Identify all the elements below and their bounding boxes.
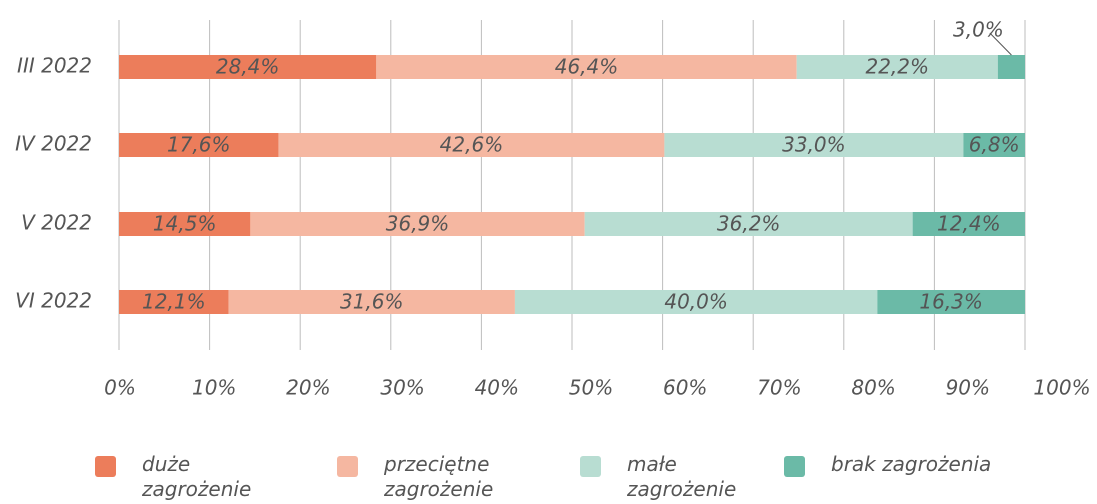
bar-segment — [912, 212, 1025, 236]
value-label: 3,0% — [953, 18, 1004, 42]
legend-item: małe zagrożenie — [580, 452, 752, 502]
legend-item: duże zagrożenie — [95, 452, 267, 502]
x-tick-label: 70% — [757, 376, 801, 400]
legend-swatch — [784, 456, 805, 477]
value-label: 40,0% — [664, 290, 728, 314]
value-label: 12,1% — [142, 290, 206, 314]
bar-segment — [963, 133, 1025, 157]
x-tick-label: 100% — [1033, 376, 1090, 400]
y-tick-label: IV 2022 — [15, 132, 92, 156]
bar-segment — [514, 290, 878, 314]
legend-swatch — [95, 456, 116, 477]
leader-line — [989, 32, 1012, 56]
value-label: 6,8% — [969, 133, 1020, 157]
value-label: 12,4% — [937, 212, 1001, 236]
legend-label: małe zagrożenie — [627, 452, 737, 501]
value-label: 22,2% — [865, 55, 929, 79]
x-tick-label: 80% — [851, 376, 895, 400]
value-label: 31,6% — [340, 290, 404, 314]
value-label: 28,4% — [216, 55, 280, 79]
legend-swatch — [580, 456, 601, 477]
bar-segment — [664, 133, 964, 157]
y-tick-label: VI 2022 — [15, 289, 92, 313]
x-tick-label: 30% — [380, 376, 424, 400]
value-label: 42,6% — [440, 133, 504, 157]
legend-label: brak zagrożenia — [831, 452, 992, 476]
y-tick-label: III 2022 — [17, 54, 92, 78]
y-tick-label: V 2022 — [21, 211, 92, 235]
chart: 0% 10% 20% 30% 40% 50% 60% 70% 80% 90% 100% III 202… — [15, 18, 1090, 400]
bar-segment — [278, 133, 665, 157]
value-label: 36,2% — [717, 212, 781, 236]
legend-item: przeciętne zagrożenie — [337, 452, 534, 502]
bar-segment — [997, 55, 1025, 79]
value-label: 16,3% — [919, 290, 983, 314]
x-tick-label: 90% — [946, 376, 990, 400]
legend-item: brak zagrożenia — [784, 452, 1051, 477]
bar-segment — [877, 290, 1025, 314]
x-tick-label: 20% — [286, 376, 330, 400]
value-label: 46,4% — [555, 55, 619, 79]
legend-label: przeciętne zagrożenie — [384, 452, 494, 501]
x-tick-label: 10% — [192, 376, 236, 400]
value-label: 33,0% — [782, 133, 846, 157]
bar-segment — [119, 212, 251, 236]
x-tick-label: 60% — [663, 376, 707, 400]
x-tick-label: 50% — [569, 376, 613, 400]
value-label: 17,6% — [167, 133, 231, 157]
bar-segment — [119, 290, 229, 314]
legend-label: duże zagrożenie — [142, 452, 252, 501]
x-tick-label: 40% — [475, 376, 519, 400]
x-tick-label: 0% — [104, 376, 136, 400]
bar-segment — [584, 212, 913, 236]
legend-swatch — [337, 456, 358, 477]
bar-segment — [376, 55, 797, 79]
bar-segment — [250, 212, 585, 236]
bar-segment — [228, 290, 515, 314]
value-label: 14,5% — [153, 212, 217, 236]
bar-segment — [119, 55, 377, 79]
bar-segment — [796, 55, 998, 79]
bar-segment — [119, 133, 279, 157]
value-label: 36,9% — [386, 212, 450, 236]
